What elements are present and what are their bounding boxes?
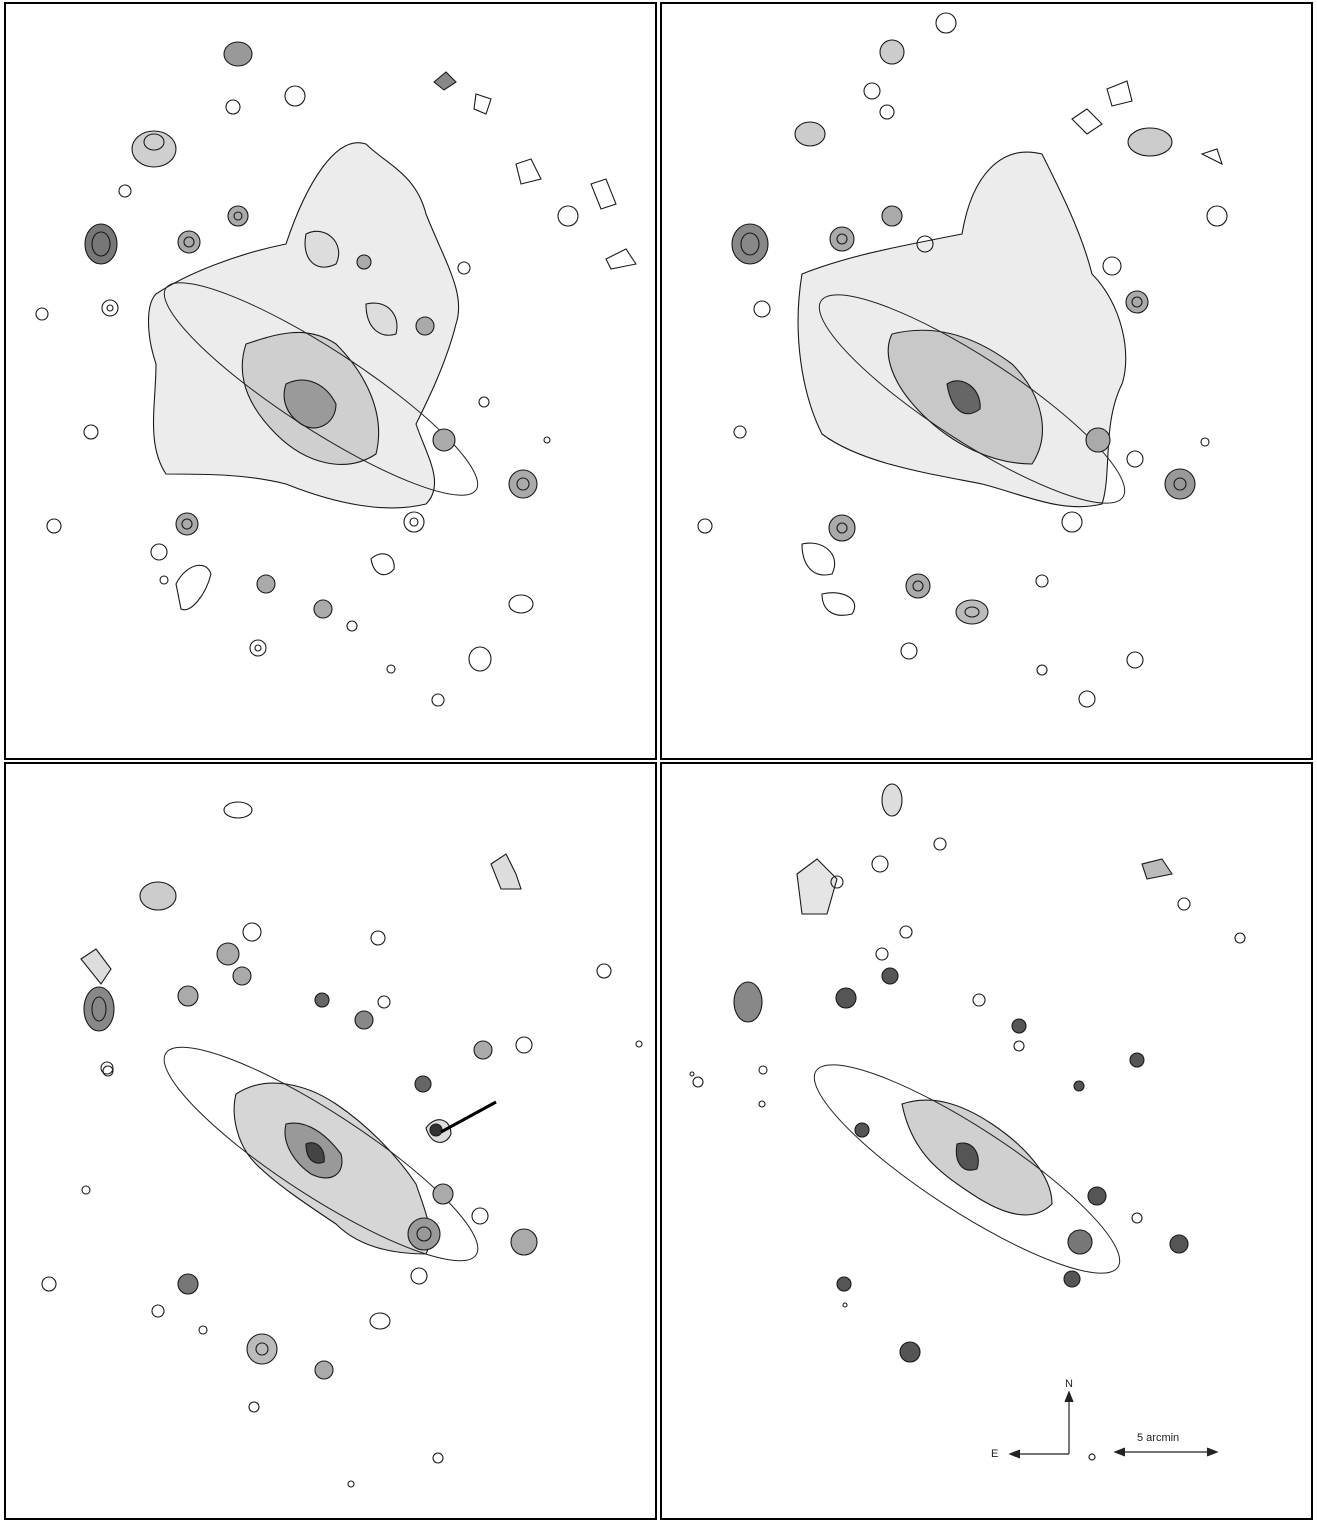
compass-north-label: N [1065,1378,1073,1390]
contour-map-top-left [35,41,637,707]
diffuse-emission-outer [797,151,1127,508]
panel-top-left [4,2,657,760]
point-sources [697,12,1228,708]
diffuse-emission-core [955,1142,979,1171]
galaxy-ellipse [163,1046,479,1262]
point-sources [41,801,643,1488]
point-sources [35,41,637,707]
contour-map-top-right [697,12,1228,708]
scale-bar-label: 5 arcmin [1137,1432,1180,1444]
diffuse-emission-outer [148,142,460,509]
galaxy-ellipse [813,1064,1121,1274]
diffuse-emission-core [283,379,337,429]
panel-bottom-left [4,762,657,1520]
contour-map-bottom-right [689,783,1246,1461]
point-sources [689,783,1246,1363]
galaxy-ellipse [818,294,1126,504]
scale-bar [1113,1447,1219,1457]
galaxy-ellipse [163,282,479,496]
contour-map-bottom-left [41,801,643,1488]
panel-top-right [660,2,1313,760]
panel-bottom-right: N E 5 arcmin [660,762,1313,1520]
diffuse-emission-core [946,380,981,415]
diffuse-emission-core [305,1142,325,1164]
compass [1008,1390,1096,1461]
source-arrow [440,1100,497,1134]
compass-east-label: E [991,1448,999,1460]
